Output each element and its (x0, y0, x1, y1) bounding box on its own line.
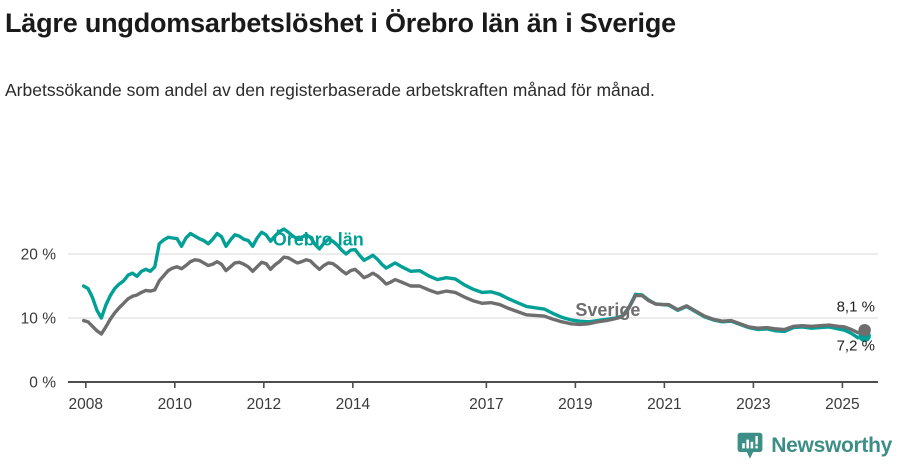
x-axis-tick-label: 2023 (736, 396, 770, 413)
x-axis-tick-label: 2014 (336, 396, 371, 413)
x-axis-tick-label: 2017 (469, 396, 503, 413)
y-axis-tick-label: 20 % (21, 247, 57, 264)
series-endpoint-markers (858, 323, 871, 343)
y-axis-tick-label: 10 % (21, 311, 57, 328)
series-lines (81, 227, 867, 340)
page-subtitle: Arbetssökande som andel av den registerb… (5, 80, 655, 100)
end-value-label: 8,1 % (837, 299, 875, 316)
endpoint-marker-sverige (858, 323, 871, 337)
series-line-örebro-län (81, 227, 867, 340)
end-value-label: 7,2 % (837, 338, 875, 355)
x-axis-tick-label: 2010 (158, 396, 193, 413)
x-axis-tick-label: 2019 (558, 396, 592, 413)
x-axis-tick-label: 2025 (825, 396, 859, 413)
page-title: Lägre ungdomsarbetslöshet i Örebro län ä… (5, 8, 676, 38)
newsworthy-logo[interactable]: Newsworthy (737, 432, 892, 460)
x-axis-tick-label: 2008 (69, 396, 103, 413)
chart-annotations: Örebro län Sverige 8,1 % 7,2 % (273, 230, 875, 355)
x-axis-tick-label: 2012 (247, 396, 281, 413)
bar-chart-speech-bubble-icon (737, 432, 763, 459)
series-label: Örebro län (273, 230, 364, 250)
series-line-sverige (81, 255, 867, 336)
logo-wordmark: Newsworthy (771, 434, 892, 457)
line-chart: 0 % 10 % 20 % 2008 2010 2012 2014 2017 2019 2021… (0, 175, 900, 420)
chart-canvas: 0 % 10 % 20 % 2008 2010 2012 2014 2017 2019 2021… (21, 227, 878, 413)
gridlines (68, 253, 878, 383)
x-axis-labels: 2008 2010 2012 2014 2017 2019 2021 2023 2025 (69, 396, 860, 413)
series-label: Sverige (575, 300, 640, 320)
chart-footer: Newsworthy (0, 428, 900, 474)
x-tick-marks (85, 382, 844, 388)
x-axis-tick-label: 2021 (647, 396, 681, 413)
y-axis-tick-label: 0 % (29, 375, 56, 392)
y-axis-labels: 0 % 10 % 20 % (21, 247, 57, 392)
